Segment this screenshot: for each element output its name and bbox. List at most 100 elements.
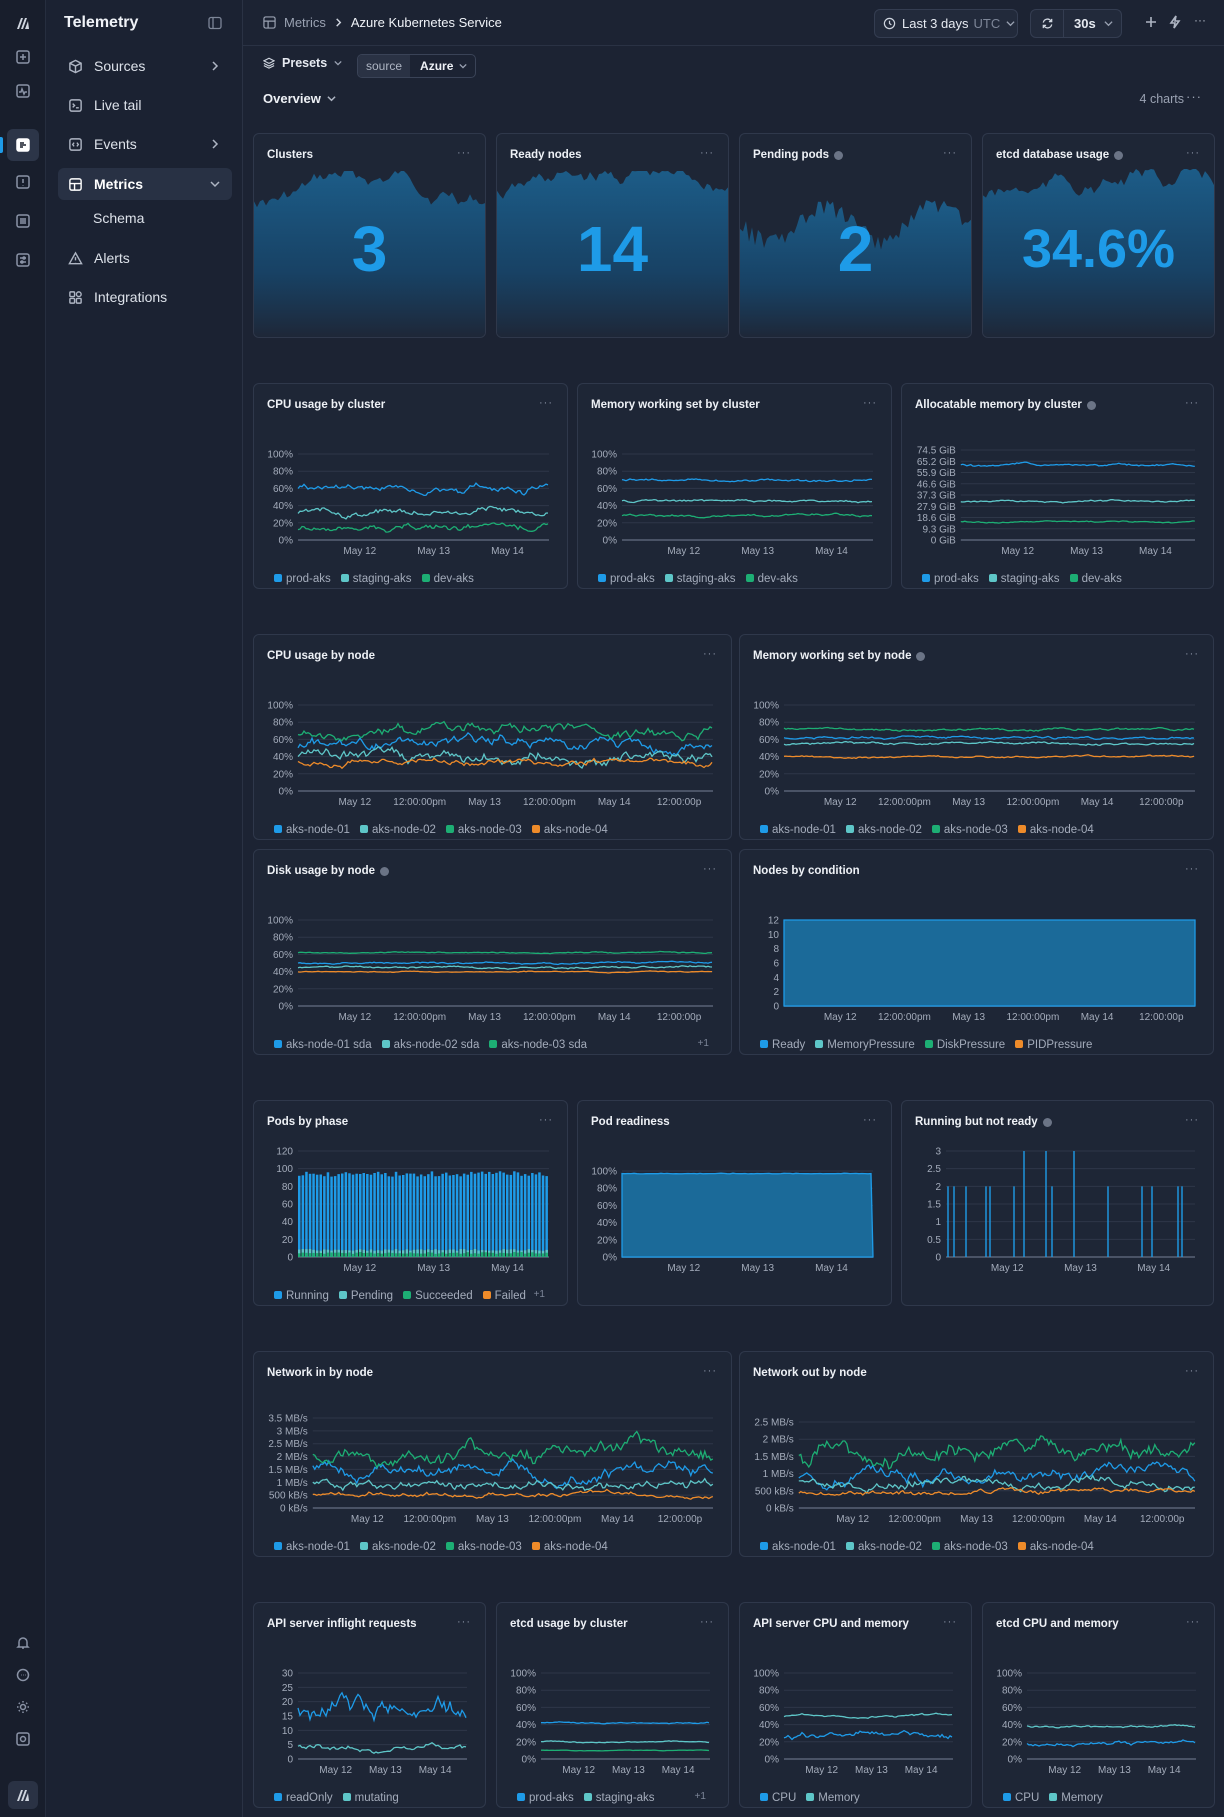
legend-item[interactable]: dev-aks <box>745 573 798 585</box>
info-icon[interactable] <box>916 651 926 661</box>
add-icon[interactable] <box>1144 15 1160 31</box>
chat-icon[interactable] <box>12 1664 34 1686</box>
legend-more[interactable]: +1 <box>533 1289 545 1300</box>
legend-item[interactable]: CPU <box>760 1792 796 1804</box>
chart-card-etcd-usage[interactable]: etcd usage by cluster ··· 100% 80% 60% 40% 20%… <box>496 1602 729 1808</box>
stat-card[interactable]: Clusters ··· 3 <box>253 133 486 338</box>
presets-button[interactable]: Presets <box>263 56 342 70</box>
legend-item[interactable]: readOnly <box>274 1792 333 1804</box>
legend-item[interactable]: Running <box>274 1290 329 1302</box>
sliders-icon[interactable] <box>12 249 34 271</box>
card-more-icon[interactable]: ··· <box>1185 1114 1199 1126</box>
legend-item[interactable]: aks-node-01 <box>274 1541 350 1553</box>
breadcrumb-parent[interactable]: Metrics <box>284 15 326 30</box>
legend-item[interactable]: staging-aks <box>583 1792 655 1804</box>
legend-item[interactable]: Memory <box>1049 1792 1103 1804</box>
card-more-icon[interactable]: ··· <box>863 397 877 409</box>
sidebar-subitem-schema[interactable]: Schema <box>93 210 145 226</box>
legend-item[interactable]: aks-node-03 <box>445 824 522 836</box>
chart-card-cpu-node[interactable]: CPU usage by node ··· 100% 80% 60% 40% 20% 0% Ma… <box>253 634 732 840</box>
legend-item[interactable]: prod-aks <box>922 573 979 585</box>
legend-item[interactable]: aks-node-04 <box>531 1541 608 1553</box>
source-filter[interactable]: source Azure <box>357 54 477 78</box>
legend-item[interactable]: staging-aks <box>988 573 1060 585</box>
section-more-icon[interactable]: ··· <box>1186 89 1202 104</box>
chart-card-etcd-cpu-mem[interactable]: etcd CPU and memory ··· 100% 80% 60% 40% 20% 0%… <box>982 1602 1215 1808</box>
legend-item[interactable]: aks-node-02 <box>359 1541 436 1553</box>
legend-item[interactable]: aks-node-03 <box>931 1541 1008 1553</box>
legend-item[interactable]: Succeeded <box>403 1290 473 1302</box>
card-more-icon[interactable]: ··· <box>539 1114 553 1126</box>
card-more-icon[interactable]: ··· <box>703 648 717 660</box>
card-more-icon[interactable]: ··· <box>457 1616 471 1628</box>
user-logo-icon[interactable] <box>8 1781 38 1809</box>
card-more-icon[interactable]: ··· <box>943 147 957 159</box>
sidebar-item-live-tail[interactable]: Live tail <box>58 89 232 121</box>
card-more-icon[interactable]: ··· <box>1185 1365 1199 1377</box>
legend-item[interactable]: aks-node-04 <box>1017 824 1094 836</box>
legend-item[interactable]: dev-aks <box>1069 573 1122 585</box>
sidebar-item-alerts[interactable]: Alerts <box>58 242 232 274</box>
chart-card-disk-node[interactable]: Disk usage by node ··· 100% 80% 60% 40% 20% 0% M… <box>253 849 732 1055</box>
legend-item[interactable]: MemoryPressure <box>815 1039 915 1051</box>
card-more-icon[interactable]: ··· <box>863 1114 877 1126</box>
alert-square-icon[interactable] <box>12 171 34 193</box>
legend-item[interactable]: aks-node-01 <box>274 824 350 836</box>
legend-more[interactable]: +1 <box>694 1791 706 1802</box>
card-more-icon[interactable]: ··· <box>700 1616 714 1628</box>
card-more-icon[interactable]: ··· <box>539 397 553 409</box>
card-more-icon[interactable]: ··· <box>1186 147 1200 159</box>
legend-item[interactable]: prod-aks <box>517 1792 574 1804</box>
legend-more[interactable]: +1 <box>697 1038 709 1049</box>
sidebar-item-metrics[interactable]: Metrics <box>58 168 232 200</box>
logo-icon[interactable] <box>12 12 34 34</box>
refresh-icon[interactable] <box>1031 10 1064 37</box>
chart-card-pods-phase[interactable]: Pods by phase ··· 120 100 80 60 40 20 0 May 12 May… <box>253 1100 568 1306</box>
legend-item[interactable]: Failed <box>482 1290 526 1302</box>
chart-card-alloc-cluster[interactable]: Allocatable memory by cluster ··· 74.5 GiB… <box>901 383 1214 589</box>
card-more-icon[interactable]: ··· <box>1185 397 1199 409</box>
legend-item[interactable]: DiskPressure <box>924 1039 1005 1051</box>
chart-card-not-ready[interactable]: Running but not ready ··· 3 2.5 2 1.5 1 0.5 0 May… <box>901 1100 1214 1306</box>
chart-card-net-in[interactable]: Network in by node ··· 3.5 MB/s 3 MB/s 2.5 M… <box>253 1351 732 1557</box>
card-more-icon[interactable]: ··· <box>1185 863 1199 875</box>
legend-item[interactable]: prod-aks <box>274 573 331 585</box>
legend-item[interactable]: aks-node-03 <box>931 824 1008 836</box>
card-more-icon[interactable]: ··· <box>700 147 714 159</box>
legend-item[interactable]: aks-node-01 <box>760 1541 836 1553</box>
legend-item[interactable]: aks-node-02 <box>845 1541 922 1553</box>
legend-item[interactable]: prod-aks <box>598 573 655 585</box>
stat-card[interactable]: Pending pods ··· 2 <box>739 133 972 338</box>
sidebar-item-events[interactable]: Events <box>58 128 232 160</box>
legend-item[interactable]: aks-node-02 <box>845 824 922 836</box>
legend-item[interactable]: aks-node-04 <box>531 824 608 836</box>
document-icon[interactable] <box>12 210 34 232</box>
bell-icon[interactable] <box>12 1632 34 1654</box>
legend-item[interactable]: staging-aks <box>664 573 736 585</box>
chart-card-api-cpu-mem[interactable]: API server CPU and memory ··· 100% 80% 60% 40… <box>739 1602 972 1808</box>
time-range-picker[interactable]: Last 3 days UTC <box>874 9 1018 38</box>
chart-card-nodes-condition[interactable]: Nodes by condition ··· 12 10 8 6 4 2 0 May 12 12:0… <box>739 849 1214 1055</box>
card-more-icon[interactable]: ··· <box>1186 1616 1200 1628</box>
card-more-icon[interactable]: ··· <box>1185 648 1199 660</box>
legend-item[interactable]: Pending <box>338 1290 393 1302</box>
legend-item[interactable]: Memory <box>806 1792 860 1804</box>
legend-item[interactable]: mutating <box>342 1792 399 1804</box>
legend-item[interactable]: PIDPressure <box>1015 1039 1092 1051</box>
sun-icon[interactable] <box>12 1696 34 1718</box>
chart-card-mem-node[interactable]: Memory working set by node ··· 100% 80% 60% 4… <box>739 634 1214 840</box>
legend-item[interactable]: aks-node-01 <box>760 824 836 836</box>
legend-item[interactable]: aks-node-03 <box>445 1541 522 1553</box>
card-more-icon[interactable]: ··· <box>703 1365 717 1377</box>
legend-item[interactable]: aks-node-02 sda <box>381 1039 479 1051</box>
chart-card-cpu-cluster[interactable]: CPU usage by cluster ··· 100% 80% 60% 40% 20% 0… <box>253 383 568 589</box>
card-more-icon[interactable]: ··· <box>457 147 471 159</box>
sidebar-item-integrations[interactable]: Integrations <box>58 281 232 313</box>
refresh-control[interactable]: 30s <box>1030 9 1122 38</box>
legend-item[interactable]: Ready <box>760 1039 805 1051</box>
chart-card-net-out[interactable]: Network out by node ··· 2.5 MB/s 2 MB/s 1.5 … <box>739 1351 1214 1557</box>
chart-card-api-inflight[interactable]: API server inflight requests ··· 30 25 20 15 1… <box>253 1602 486 1808</box>
info-icon[interactable] <box>380 866 390 876</box>
metrics-icon[interactable] <box>7 129 39 161</box>
section-header-overview[interactable]: Overview <box>263 91 336 106</box>
